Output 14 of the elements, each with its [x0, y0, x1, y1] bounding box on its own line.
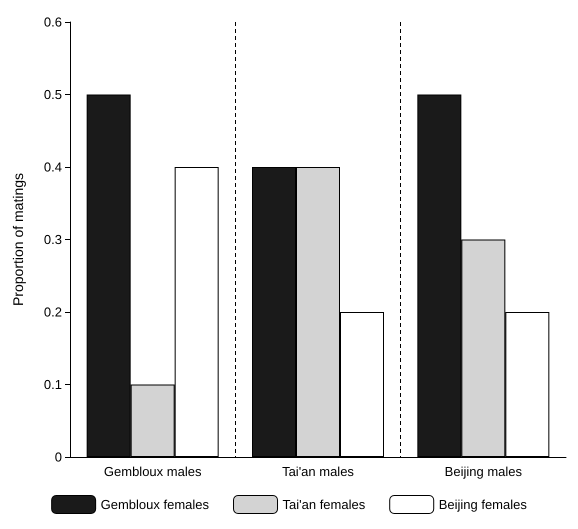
legend-label: Beijing females — [438, 497, 528, 512]
x-tick-label: Gembloux males — [104, 464, 202, 479]
y-tick-label: 0.4 — [44, 160, 62, 174]
legend-label: Tai'an females — [282, 497, 366, 512]
y-tick-label: 0 — [54, 450, 62, 464]
y-tick-label: 0.1 — [44, 377, 62, 392]
y-tick-label: 0.3 — [44, 232, 62, 247]
x-tick-label: Tai'an males — [282, 464, 354, 479]
legend-label: Gembloux females — [100, 497, 210, 512]
y-tick-label: 0.5 — [44, 87, 62, 102]
x-tick-label: Beijing males — [444, 464, 522, 479]
y-tick-label: 0.6 — [44, 14, 62, 30]
y-axis-title: Proportion of matings — [10, 172, 26, 306]
y-tick-label: 0.2 — [44, 304, 62, 320]
